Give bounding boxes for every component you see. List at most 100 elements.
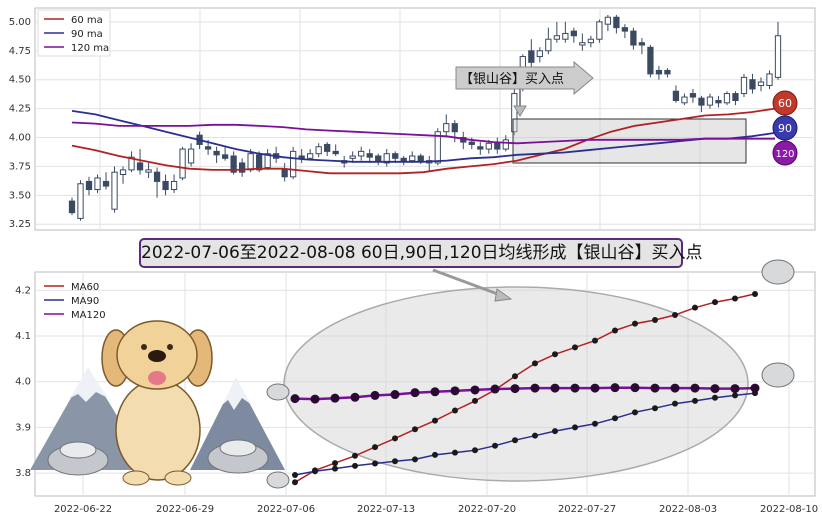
bottom-xtick-label: 2022-08-03 xyxy=(659,504,717,515)
bottom-point-ma120 xyxy=(290,394,300,404)
top-ytick-label: 3.50 xyxy=(9,190,31,201)
bottom-grid xyxy=(35,272,815,496)
bottom-point-ma60 xyxy=(532,360,538,367)
candle-body xyxy=(255,154,263,171)
candle-body xyxy=(596,21,603,40)
bottom-point-ma60 xyxy=(612,327,618,334)
mountain-right xyxy=(190,378,285,470)
bottom-point-ma90 xyxy=(352,462,358,469)
bottom-point-ma90 xyxy=(372,460,378,467)
candle-body xyxy=(315,146,322,155)
bottom-point-ma60 xyxy=(752,290,758,297)
dog-nose xyxy=(148,350,166,362)
bottom-point-ma60 xyxy=(332,460,338,467)
bottom-point-ma60 xyxy=(512,373,518,380)
badge-90-label: 90 xyxy=(778,122,792,135)
candle-body xyxy=(579,42,586,46)
ingot-markers xyxy=(266,259,795,489)
top-line-120-ma xyxy=(71,121,775,145)
title-pointer xyxy=(432,268,504,298)
candle-body xyxy=(307,153,314,159)
bottom-point-ma120 xyxy=(610,383,620,393)
bottom-ytick-label: 3.9 xyxy=(15,422,31,433)
candle-body xyxy=(221,154,229,159)
candle-body xyxy=(630,30,637,46)
bottom-point-ma120 xyxy=(730,384,740,394)
candle-body xyxy=(238,162,246,173)
candle-body xyxy=(383,153,390,164)
bottom-ma-lines xyxy=(290,290,760,486)
bottom-point-ma90 xyxy=(672,400,678,407)
candle-body xyxy=(247,153,254,171)
candle-body xyxy=(170,180,178,191)
candle-body xyxy=(562,32,569,40)
ingot-decoration xyxy=(47,439,269,476)
badge-60-label: 60 xyxy=(778,97,792,110)
bottom-point-ma90 xyxy=(712,394,718,401)
candle-body xyxy=(85,180,93,191)
candle-body xyxy=(451,123,458,133)
bottom-point-ma120 xyxy=(490,384,500,394)
candle-body xyxy=(332,150,339,155)
bottom-point-ma60 xyxy=(632,320,638,327)
bottom-point-ma60 xyxy=(672,311,678,318)
candle-body xyxy=(613,16,620,29)
candle-body xyxy=(443,123,450,133)
bottom-point-ma120 xyxy=(310,394,320,404)
bottom-xtick-label: 2022-06-29 xyxy=(156,504,214,515)
top-ytick-label: 5.00 xyxy=(9,17,31,28)
bottom-point-ma90 xyxy=(472,447,478,454)
top-ytick-label: 4.00 xyxy=(9,133,31,144)
top-ytick-label: 4.50 xyxy=(9,75,31,86)
candle-body xyxy=(740,76,748,95)
candle-body xyxy=(706,96,714,106)
bottom-point-ma90 xyxy=(732,392,738,399)
candle-body xyxy=(366,153,373,158)
bottom-point-ma60 xyxy=(372,444,378,451)
candle-body xyxy=(434,131,441,164)
bottom-point-ma120 xyxy=(670,383,680,393)
bottom-point-ma60 xyxy=(412,426,418,433)
bottom-point-ma90 xyxy=(492,442,498,449)
candle-body xyxy=(528,50,535,63)
callout-label: 【银山谷】买入点 xyxy=(460,72,564,87)
bottom-point-ma120 xyxy=(570,383,580,393)
bottom-point-ma60 xyxy=(692,304,698,311)
bottom-point-ma60 xyxy=(552,351,558,358)
bottom-point-ma120 xyxy=(590,383,600,393)
candle-body xyxy=(179,148,186,179)
bottom-point-ma90 xyxy=(692,397,698,404)
candle-body xyxy=(587,38,595,44)
ingot-marker-end-ma120 xyxy=(761,362,795,388)
legend-120ma-label: 120 ma xyxy=(71,43,109,54)
legend-ma60-label: MA60 xyxy=(71,282,99,293)
mountain-right-snow xyxy=(222,378,252,410)
ingot-marker-start-ma60 xyxy=(266,471,290,489)
bottom-point-ma120 xyxy=(650,383,660,393)
bottom-point-ma120 xyxy=(430,387,440,397)
candle-body xyxy=(655,69,663,75)
candle-body xyxy=(553,35,560,40)
bottom-point-ma60 xyxy=(352,452,358,459)
bottom-point-ma60 xyxy=(452,407,458,414)
bottom-ytick-label: 3.8 xyxy=(15,468,31,479)
top-ytick-label: 3.25 xyxy=(9,219,31,230)
candle-body xyxy=(409,155,416,162)
ingot-right-top xyxy=(219,439,257,457)
bottom-point-ma60 xyxy=(732,295,738,302)
callout-pointer-head xyxy=(513,105,527,117)
candle-body xyxy=(230,155,237,173)
candle-body xyxy=(417,155,424,162)
candle-body xyxy=(545,38,552,52)
candle-body xyxy=(392,153,399,159)
dog-tongue xyxy=(148,371,166,385)
bottom-ytick-label: 4.0 xyxy=(15,377,31,388)
highlight-ellipse xyxy=(283,286,749,482)
candle-body xyxy=(264,153,271,169)
candle-body xyxy=(145,169,152,173)
top-y-ticks: 3.25 3.50 3.75 4.00 4.25 4.50 4.75 5.00 xyxy=(9,17,31,230)
bottom-point-ma60 xyxy=(712,299,718,306)
bottom-xtick-label: 2022-07-27 xyxy=(558,504,616,515)
candle-body xyxy=(604,16,612,25)
bottom-point-ma60 xyxy=(592,337,598,344)
